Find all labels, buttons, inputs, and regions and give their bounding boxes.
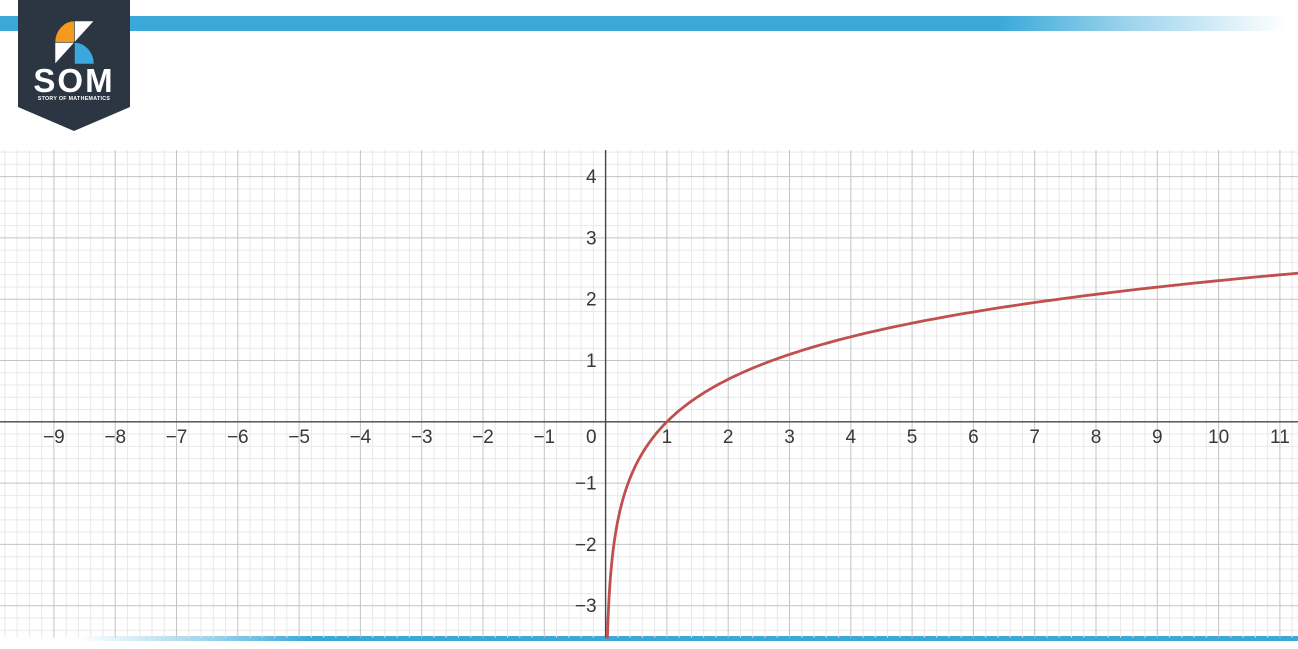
svg-text:3: 3	[586, 228, 597, 249]
svg-text:−2: −2	[575, 535, 597, 556]
svg-text:−6: −6	[227, 427, 249, 448]
svg-text:3: 3	[784, 427, 795, 448]
svg-text:4: 4	[586, 167, 597, 188]
svg-text:1: 1	[662, 427, 673, 448]
svg-text:−7: −7	[166, 427, 188, 448]
svg-text:−3: −3	[411, 427, 433, 448]
svg-text:5: 5	[907, 427, 918, 448]
svg-text:2: 2	[586, 290, 597, 311]
svg-text:−4: −4	[350, 427, 372, 448]
svg-text:11: 11	[1270, 427, 1290, 448]
svg-text:6: 6	[968, 427, 979, 448]
svg-text:−8: −8	[104, 427, 126, 448]
svg-text:0: 0	[586, 427, 597, 448]
svg-text:8: 8	[1091, 427, 1102, 448]
svg-text:−3: −3	[575, 596, 597, 617]
svg-text:−1: −1	[533, 427, 555, 448]
svg-text:7: 7	[1029, 427, 1040, 448]
svg-text:−5: −5	[288, 427, 310, 448]
svg-text:10: 10	[1208, 427, 1229, 448]
svg-text:−9: −9	[43, 427, 65, 448]
svg-text:9: 9	[1152, 427, 1163, 448]
svg-text:4: 4	[846, 427, 857, 448]
svg-text:−2: −2	[472, 427, 494, 448]
svg-text:1: 1	[586, 351, 597, 372]
svg-text:−1: −1	[575, 474, 597, 495]
svg-text:2: 2	[723, 427, 734, 448]
